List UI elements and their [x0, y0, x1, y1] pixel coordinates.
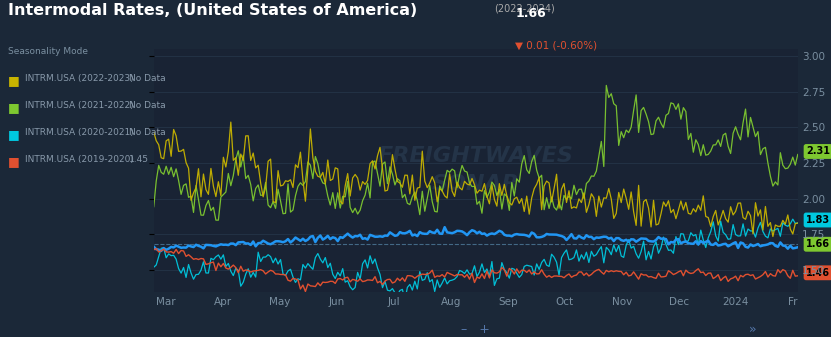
Text: 1.45: 1.45 [129, 155, 149, 164]
Text: 1.66: 1.66 [515, 7, 546, 20]
Text: INTRM.USA (2020-2021): INTRM.USA (2020-2021) [25, 128, 134, 137]
Text: ■: ■ [8, 128, 20, 141]
Text: ■: ■ [8, 74, 20, 87]
Text: Apr: Apr [214, 297, 232, 307]
Text: Sep: Sep [498, 297, 518, 307]
Text: ■: ■ [8, 101, 20, 114]
Text: –   +: – + [461, 323, 490, 336]
Text: Jul: Jul [388, 297, 401, 307]
Text: ▼ 0.01 (-0.60%): ▼ 0.01 (-0.60%) [515, 40, 597, 51]
Text: 1.46: 1.46 [806, 268, 830, 278]
Text: Nov: Nov [612, 297, 632, 307]
Text: 2.31: 2.31 [806, 147, 830, 156]
Text: 2024: 2024 [723, 297, 749, 307]
Text: INTRM.USA (2022-2023): INTRM.USA (2022-2023) [25, 74, 134, 83]
Text: Aug: Aug [440, 297, 461, 307]
Text: ■: ■ [8, 155, 20, 168]
Text: (2022-2024): (2022-2024) [494, 3, 555, 13]
Text: INTRM.USA (2019-2020): INTRM.USA (2019-2020) [25, 155, 134, 164]
Text: Fr: Fr [788, 297, 798, 307]
Text: Jun: Jun [329, 297, 345, 307]
Text: 1.83: 1.83 [806, 215, 830, 225]
Text: Intermodal Rates, (United States of America): Intermodal Rates, (United States of Amer… [8, 3, 417, 19]
Text: INTRM.USA (2021-2022): INTRM.USA (2021-2022) [25, 101, 134, 110]
Text: FREIGHTWAVES
SONAR: FREIGHTWAVES SONAR [378, 146, 573, 194]
Text: Dec: Dec [669, 297, 689, 307]
Text: May: May [269, 297, 291, 307]
Text: Mar: Mar [156, 297, 176, 307]
Text: No Data: No Data [129, 128, 165, 137]
Text: No Data: No Data [129, 74, 165, 83]
Text: Oct: Oct [556, 297, 574, 307]
Text: »: » [749, 323, 756, 336]
Text: No Data: No Data [129, 101, 165, 110]
Text: Seasonality Mode: Seasonality Mode [8, 47, 88, 56]
Text: 1.66: 1.66 [806, 239, 830, 249]
